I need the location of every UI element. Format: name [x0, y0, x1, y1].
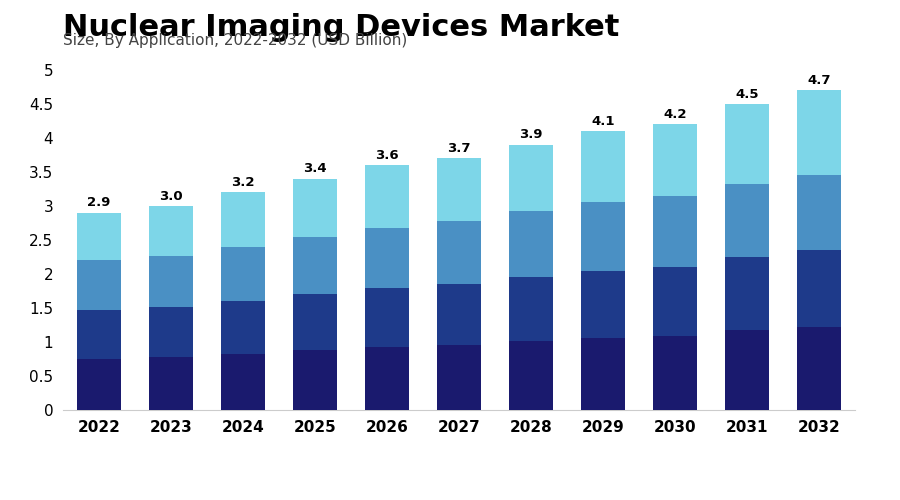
Text: The Market will Grow
At the CAGR of: The Market will Grow At the CAGR of — [18, 446, 177, 474]
Bar — [653, 124, 697, 196]
Bar — [221, 354, 265, 410]
Bar — [509, 342, 553, 410]
Bar — [725, 330, 769, 410]
Bar — [653, 336, 697, 410]
Text: 3.6: 3.6 — [375, 149, 399, 162]
Bar — [581, 202, 625, 270]
Text: The forecasted market
size for 2032 in USD: The forecasted market size for 2032 in U… — [306, 446, 476, 474]
Bar — [725, 184, 769, 257]
Bar — [581, 270, 625, 338]
Bar — [77, 310, 121, 359]
Bar — [365, 288, 409, 347]
Bar — [365, 347, 409, 410]
Text: BIZ: BIZ — [760, 446, 778, 456]
Bar — [797, 250, 841, 327]
Text: WIDE RANGE OF GLOBAL MARKET REPORTS: WIDE RANGE OF GLOBAL MARKET REPORTS — [626, 470, 821, 479]
Text: 2.9: 2.9 — [87, 196, 111, 209]
Text: $4.7B: $4.7B — [468, 448, 566, 477]
Text: ✓: ✓ — [608, 452, 626, 472]
Bar — [653, 196, 697, 266]
Bar — [293, 350, 337, 410]
Bar — [149, 256, 193, 306]
Bar — [797, 327, 841, 410]
Bar — [293, 179, 337, 238]
Bar — [365, 165, 409, 228]
Text: 3.4: 3.4 — [303, 162, 327, 175]
Text: 3.9: 3.9 — [519, 128, 543, 141]
Bar — [437, 221, 481, 284]
Bar — [437, 158, 481, 221]
Text: Nuclear Imaging Devices Market: Nuclear Imaging Devices Market — [63, 12, 619, 42]
Bar — [149, 306, 193, 357]
Bar — [725, 257, 769, 330]
Bar — [725, 104, 769, 184]
Text: 3.0: 3.0 — [159, 190, 183, 202]
Bar — [437, 344, 481, 410]
Bar — [221, 301, 265, 354]
Text: 4.7: 4.7 — [807, 74, 831, 87]
Bar — [293, 238, 337, 294]
Bar — [365, 228, 409, 288]
Text: Size, By Application, 2022-2032 (USD Billion): Size, By Application, 2022-2032 (USD Bil… — [63, 32, 407, 48]
Bar — [581, 338, 625, 410]
Bar — [509, 145, 553, 211]
Bar — [437, 284, 481, 344]
Bar — [77, 260, 121, 310]
Bar — [77, 359, 121, 410]
Bar — [797, 174, 841, 250]
Bar — [797, 90, 841, 174]
Text: 4.1: 4.1 — [591, 115, 615, 128]
Text: 4.2: 4.2 — [663, 108, 687, 121]
Text: MarketResearch: MarketResearch — [626, 446, 765, 460]
Text: 3.7: 3.7 — [447, 142, 471, 155]
Bar — [149, 206, 193, 256]
Bar — [221, 192, 265, 248]
Bar — [509, 211, 553, 276]
Bar — [221, 248, 265, 301]
Bar — [509, 276, 553, 342]
Text: 3.2: 3.2 — [231, 176, 255, 189]
Bar — [77, 213, 121, 260]
Bar — [653, 266, 697, 336]
Bar — [581, 130, 625, 202]
Bar — [149, 357, 193, 410]
Text: 4.5: 4.5 — [735, 88, 759, 101]
Bar — [293, 294, 337, 350]
Text: 5.1%: 5.1% — [158, 448, 242, 477]
